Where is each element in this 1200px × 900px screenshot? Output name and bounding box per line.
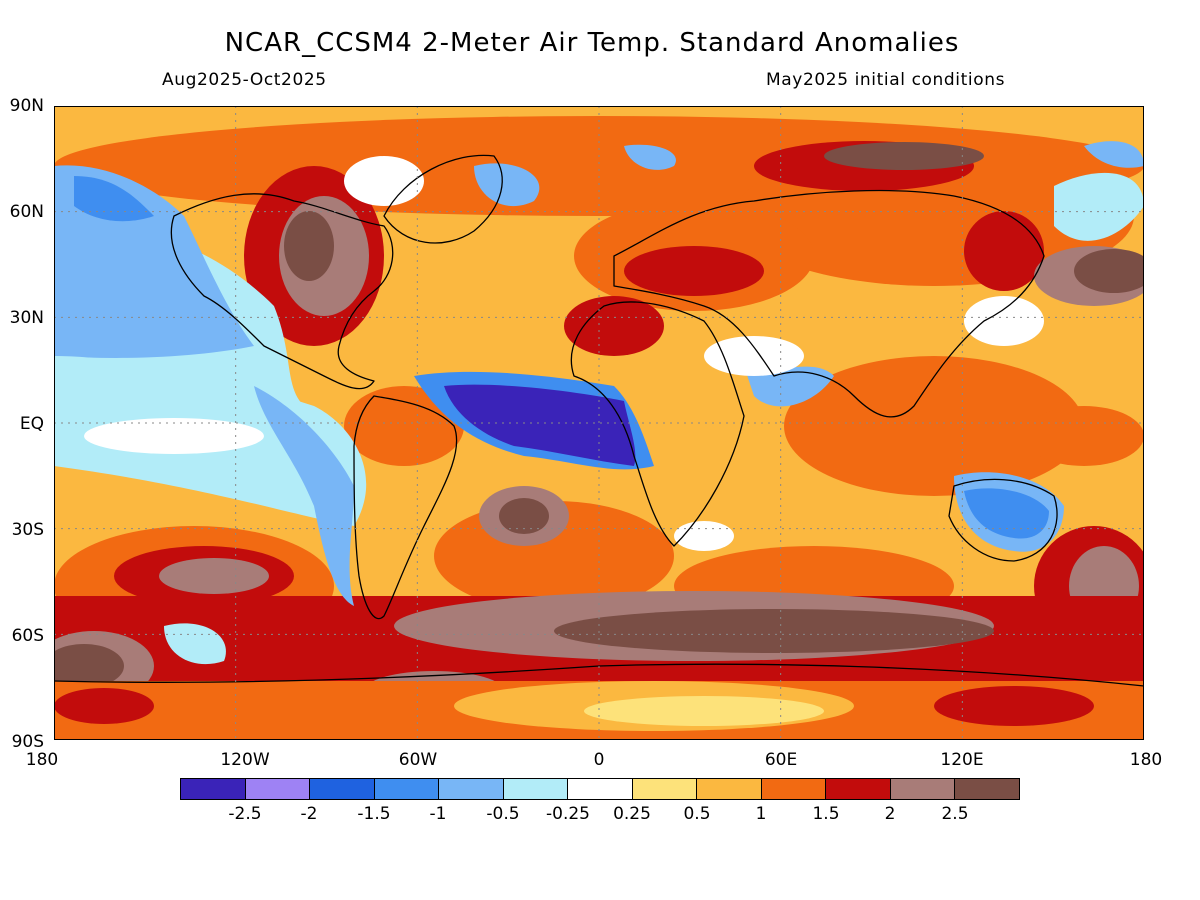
colorbar-swatch: [632, 779, 698, 799]
colorbar: [180, 778, 1020, 800]
colorbar-swatch: [761, 779, 827, 799]
colorbar-swatch: [310, 779, 375, 799]
anomaly-field: [54, 106, 1144, 740]
colorbar-swatch: [568, 779, 633, 799]
initial-conditions: May2025 initial conditions: [766, 70, 1006, 90]
colorbar-swatch: [245, 779, 311, 799]
colorbar-label: 1.5: [812, 804, 840, 824]
colorbar-label: -2.5: [228, 804, 262, 824]
colorbar-label: 2.5: [941, 804, 969, 824]
lat-label: 90S: [11, 732, 44, 752]
lat-label: 60N: [9, 202, 44, 222]
graticule: [54, 106, 1144, 740]
colorbar-label: -2: [300, 804, 318, 824]
colorbar-swatch: [181, 779, 246, 799]
colorbar-label: 0.25: [613, 804, 651, 824]
colorbar-swatch: [826, 779, 891, 799]
lon-label: 60E: [764, 750, 798, 770]
colorbar-label: -1.5: [357, 804, 391, 824]
lat-label: EQ: [19, 414, 44, 434]
cool-anomaly-regions: [54, 141, 1144, 665]
lon-label: 120E: [940, 750, 984, 770]
lat-label: 90N: [9, 96, 44, 116]
forecast-period: Aug2025-Oct2025: [162, 70, 327, 90]
lon-label: 180: [25, 750, 59, 770]
colorbar-label: 0.5: [683, 804, 711, 824]
colorbar-swatch: [890, 779, 956, 799]
colorbar-label: 2: [884, 804, 896, 824]
lat-label: 30N: [9, 308, 44, 328]
colorbar-label: -0.25: [546, 804, 590, 824]
colorbar-swatch: [697, 779, 762, 799]
coastlines: [54, 154, 1144, 687]
colorbar-swatch: [439, 779, 504, 799]
colorbar-label: -1: [429, 804, 447, 824]
colorbar-swatch: [955, 779, 1019, 799]
lat-label: 30S: [11, 520, 44, 540]
lon-label: 60W: [398, 750, 438, 770]
colorbar-label: -0.5: [486, 804, 520, 824]
lon-label: 0: [593, 750, 605, 770]
lon-label: 120W: [220, 750, 270, 770]
colorbar-label: 1: [755, 804, 767, 824]
neutral-regions: [84, 156, 1044, 551]
lon-label: 180: [1129, 750, 1163, 770]
colorbar-swatch: [503, 779, 569, 799]
anomaly-map: [54, 106, 1144, 740]
lat-label: 60S: [11, 626, 44, 646]
colorbar-swatch: [374, 779, 440, 799]
chart-title: NCAR_CCSM4 2-Meter Air Temp. Standard An…: [224, 28, 960, 58]
